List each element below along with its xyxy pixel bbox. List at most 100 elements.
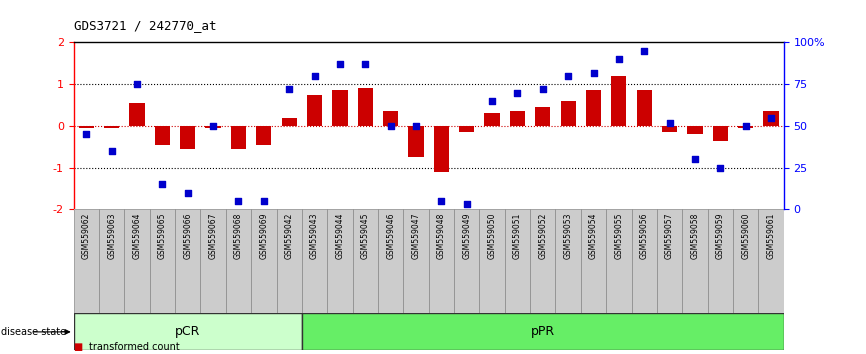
Text: GSM559068: GSM559068 <box>234 212 243 259</box>
Bar <box>733 210 759 313</box>
Bar <box>200 210 226 313</box>
Text: GSM559069: GSM559069 <box>259 212 268 259</box>
Point <box>156 182 170 187</box>
Text: GSM559051: GSM559051 <box>513 212 522 259</box>
Bar <box>251 210 276 313</box>
Point <box>714 165 727 171</box>
Text: GSM559057: GSM559057 <box>665 212 674 259</box>
Point <box>561 73 575 79</box>
Bar <box>281 118 297 126</box>
Text: GSM559047: GSM559047 <box>411 212 421 259</box>
Text: GSM559052: GSM559052 <box>539 212 547 259</box>
Point <box>80 131 94 137</box>
Bar <box>637 91 652 126</box>
Bar <box>276 210 302 313</box>
Bar <box>409 126 423 157</box>
Bar <box>74 210 99 313</box>
Bar <box>662 126 677 132</box>
Bar <box>175 210 200 313</box>
Bar <box>530 210 555 313</box>
Bar <box>505 210 530 313</box>
Text: GSM559042: GSM559042 <box>285 212 294 259</box>
Text: GSM559059: GSM559059 <box>716 212 725 259</box>
Text: GSM559060: GSM559060 <box>741 212 750 259</box>
Bar <box>129 103 145 126</box>
Bar <box>383 112 398 126</box>
Bar <box>555 210 581 313</box>
Text: GDS3721 / 242770_at: GDS3721 / 242770_at <box>74 19 216 32</box>
Text: GSM559050: GSM559050 <box>488 212 496 259</box>
Text: GSM559065: GSM559065 <box>158 212 167 259</box>
Bar <box>327 210 352 313</box>
Point <box>764 115 778 120</box>
Point <box>536 86 550 92</box>
Text: ■: ■ <box>74 342 83 352</box>
Bar <box>688 126 702 134</box>
Bar <box>611 76 626 126</box>
Text: GSM559054: GSM559054 <box>589 212 598 259</box>
Text: GSM559067: GSM559067 <box>209 212 217 259</box>
Text: GSM559058: GSM559058 <box>690 212 700 259</box>
Text: GSM559063: GSM559063 <box>107 212 116 259</box>
Point <box>206 123 220 129</box>
Point <box>181 190 195 196</box>
Point <box>662 120 676 125</box>
Text: GSM559055: GSM559055 <box>614 212 624 259</box>
Bar <box>535 107 551 126</box>
Point <box>637 48 651 54</box>
Point <box>333 61 346 67</box>
Point <box>460 202 474 207</box>
Bar <box>352 210 378 313</box>
Point <box>409 123 423 129</box>
Bar <box>454 210 480 313</box>
Bar <box>205 126 221 128</box>
Point <box>105 148 119 154</box>
Bar <box>759 210 784 313</box>
Text: GSM559066: GSM559066 <box>184 212 192 259</box>
Text: GSM559044: GSM559044 <box>335 212 345 259</box>
Bar <box>307 95 322 126</box>
Bar <box>657 210 682 313</box>
Point <box>612 56 626 62</box>
Point <box>739 123 753 129</box>
Bar <box>429 210 454 313</box>
Bar <box>302 210 327 313</box>
Bar <box>480 210 505 313</box>
Bar <box>180 126 196 149</box>
Bar <box>150 210 175 313</box>
Bar <box>226 210 251 313</box>
Bar <box>155 126 170 145</box>
Text: GSM559056: GSM559056 <box>640 212 649 259</box>
Point <box>130 81 144 87</box>
Text: transformed count: transformed count <box>89 342 180 352</box>
Bar <box>581 210 606 313</box>
Bar <box>74 313 302 350</box>
Text: pPR: pPR <box>531 325 555 338</box>
Bar <box>79 126 94 128</box>
Bar <box>378 210 404 313</box>
Point <box>359 61 372 67</box>
Bar <box>99 210 125 313</box>
Bar <box>256 126 271 145</box>
Point <box>586 70 600 75</box>
Text: GSM559049: GSM559049 <box>462 212 471 259</box>
Bar <box>434 126 449 172</box>
Bar <box>738 126 753 128</box>
Point <box>435 198 449 204</box>
Point <box>231 198 245 204</box>
Text: GSM559045: GSM559045 <box>361 212 370 259</box>
Point <box>485 98 499 104</box>
Text: GSM559043: GSM559043 <box>310 212 319 259</box>
Text: GSM559064: GSM559064 <box>132 212 141 259</box>
Bar <box>358 88 373 126</box>
Text: disease state: disease state <box>1 327 66 337</box>
Text: GSM559048: GSM559048 <box>436 212 446 259</box>
Bar <box>586 91 601 126</box>
Bar <box>631 210 657 313</box>
Bar <box>708 210 733 313</box>
Point <box>282 86 296 92</box>
Bar <box>333 91 347 126</box>
Bar <box>764 112 779 126</box>
Text: GSM559061: GSM559061 <box>766 212 776 259</box>
Point <box>688 156 701 162</box>
